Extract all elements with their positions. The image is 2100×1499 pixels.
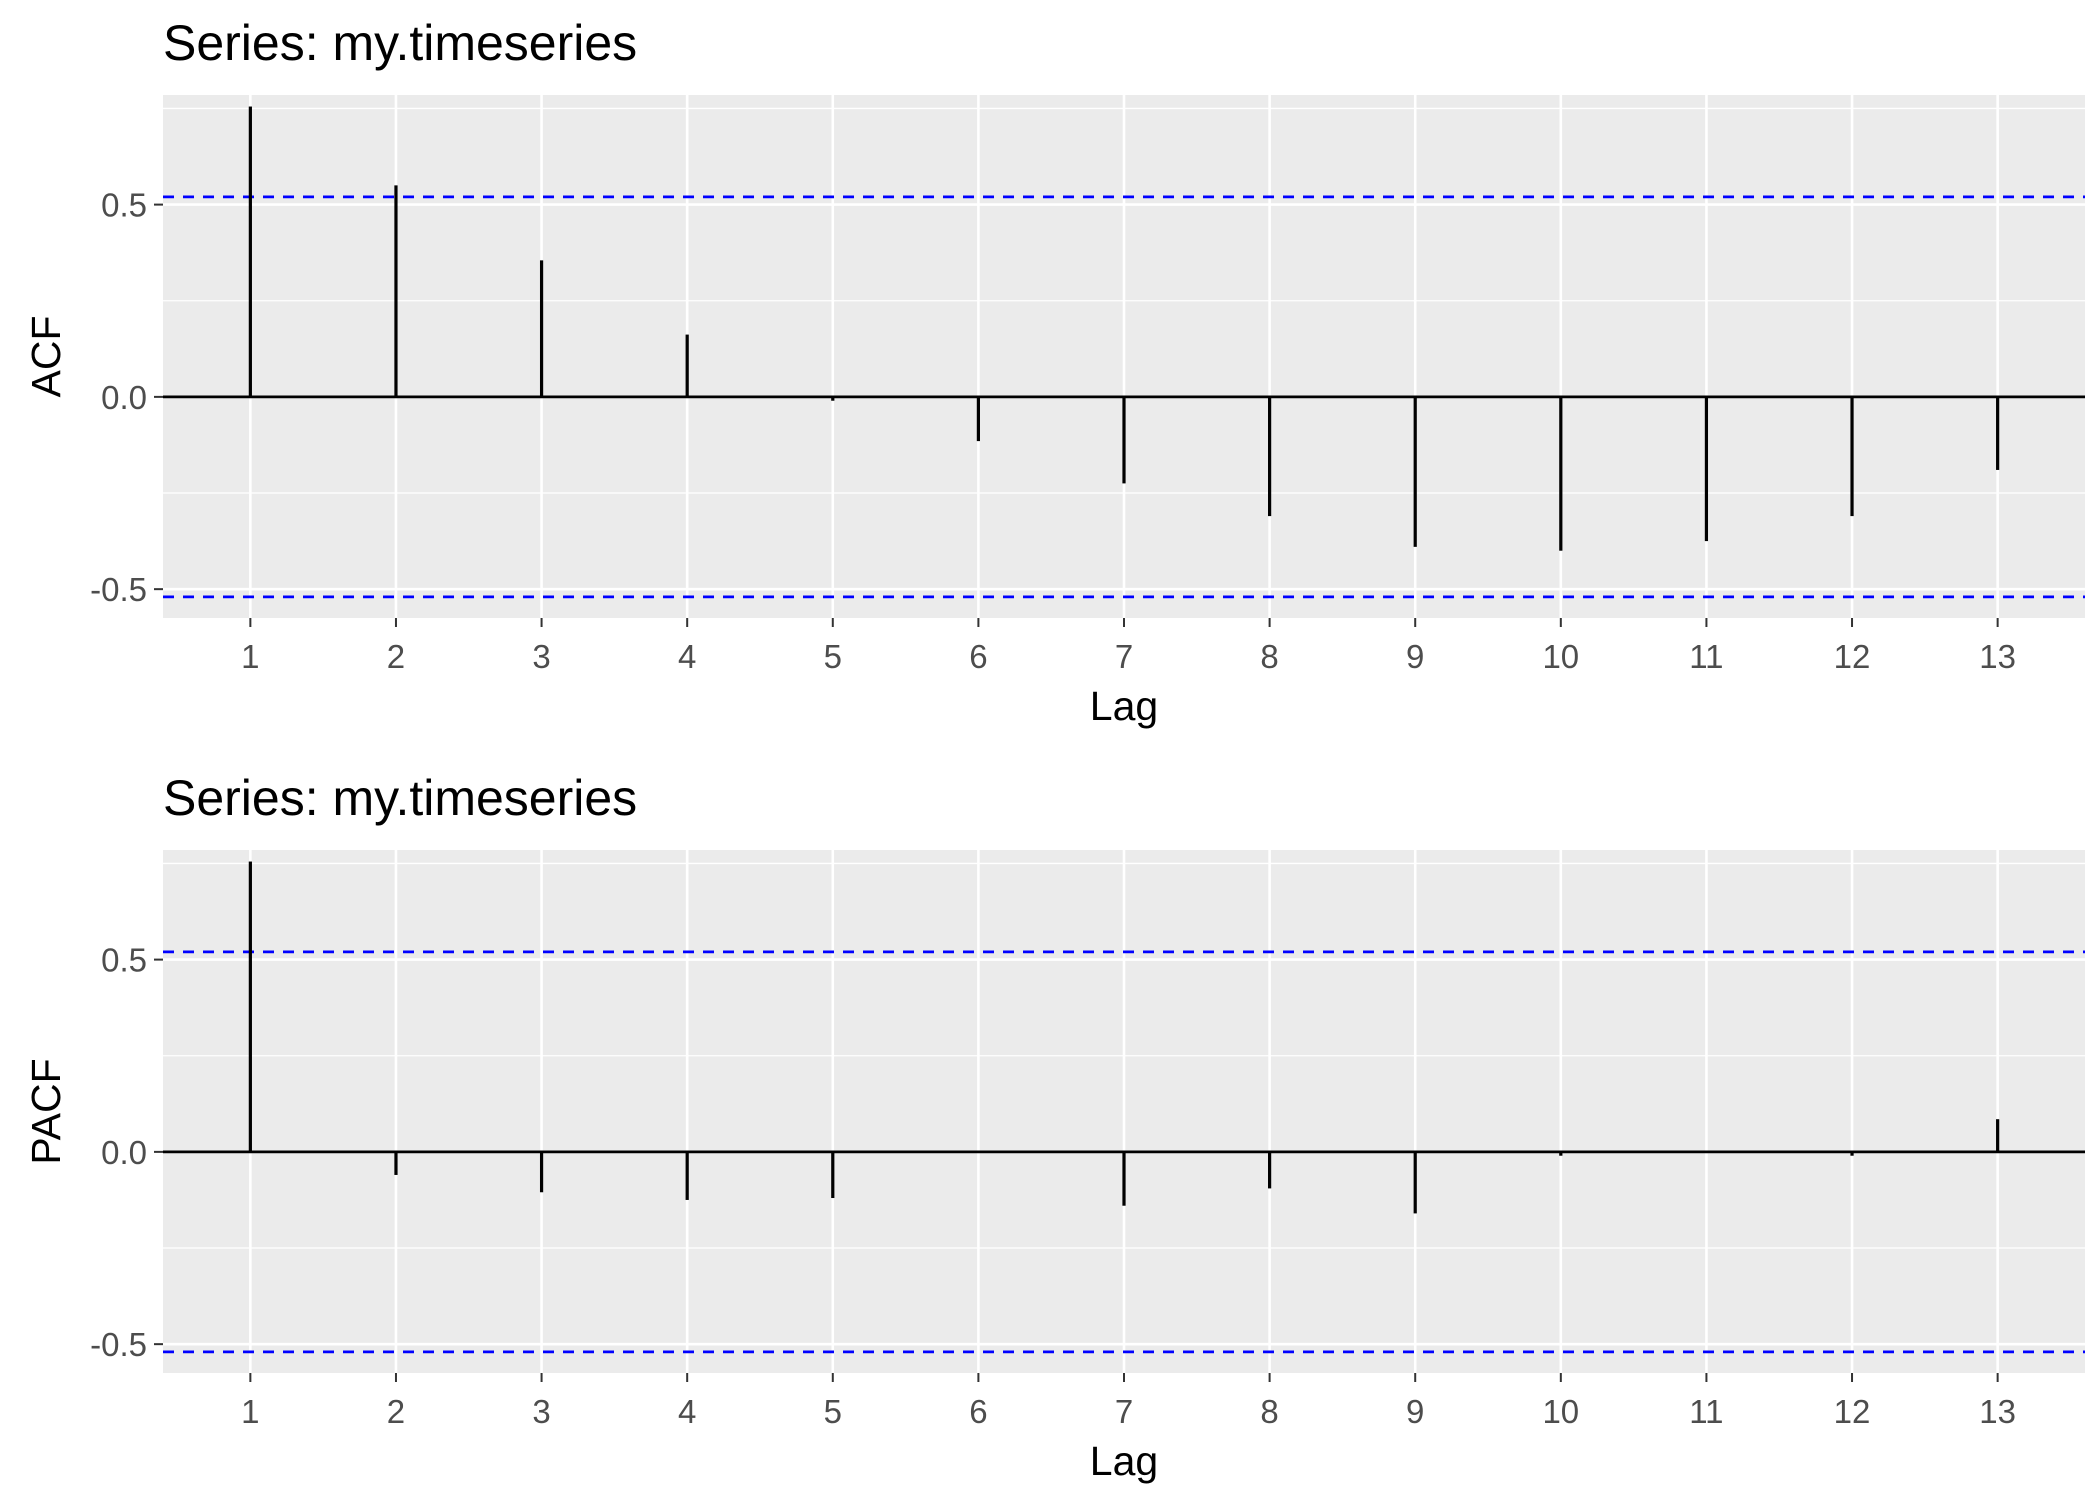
pacf-x-tick-label: 7 bbox=[1115, 1393, 1133, 1430]
acf-x-tick-label: 6 bbox=[969, 638, 987, 675]
acf-x-tick-label: 11 bbox=[1689, 638, 1723, 675]
pacf-bar-lag-1 bbox=[248, 861, 252, 1152]
pacf-x-tick-label: 10 bbox=[1542, 1393, 1579, 1430]
acf-x-tick-label: 10 bbox=[1542, 638, 1579, 675]
pacf-x-tick-label: 4 bbox=[678, 1393, 696, 1430]
acf-y-tick-label: -0.5 bbox=[90, 571, 147, 608]
acf-bar-lag-1 bbox=[248, 106, 252, 397]
pacf-x-tick-label: 5 bbox=[824, 1393, 842, 1430]
acf-bar-lag-6 bbox=[976, 396, 980, 442]
acf-bar-lag-7 bbox=[1122, 396, 1126, 484]
pacf-bar-lag-11 bbox=[1704, 1151, 1709, 1153]
pacf-chart-title: Series: my.timeseries bbox=[163, 770, 637, 826]
pacf-y-axis-title: PACF bbox=[23, 1058, 69, 1164]
pacf-x-tick-label: 9 bbox=[1406, 1393, 1424, 1430]
acf-x-axis-title: Lag bbox=[1090, 683, 1158, 729]
pacf-x-tick-label: 8 bbox=[1260, 1393, 1278, 1430]
pacf-bar-lag-13 bbox=[1996, 1119, 2000, 1152]
acf-bar-lag-12 bbox=[1850, 396, 1854, 517]
pacf-y-tick-label: 0.0 bbox=[101, 1134, 147, 1171]
pacf-x-tick-label: 6 bbox=[969, 1393, 987, 1430]
acf-y-axis-title: ACF bbox=[23, 316, 69, 398]
pacf-bar-lag-2 bbox=[394, 1151, 398, 1175]
acf-bar-lag-9 bbox=[1413, 396, 1417, 547]
pacf-y-tick-label: 0.5 bbox=[101, 942, 147, 979]
pacf-x-tick-label: 11 bbox=[1689, 1393, 1723, 1430]
acf-bar-lag-10 bbox=[1559, 396, 1563, 551]
pacf-x-tick-label: 2 bbox=[387, 1393, 405, 1430]
acf-x-tick-label: 1 bbox=[241, 638, 259, 675]
acf-y-tick-label: 0.0 bbox=[101, 379, 147, 416]
pacf-bar-lag-9 bbox=[1413, 1151, 1417, 1214]
acf-bar-lag-11 bbox=[1704, 396, 1709, 542]
acf-y-tick-label: 0.5 bbox=[101, 187, 147, 224]
pacf-x-tick-label: 1 bbox=[241, 1393, 259, 1430]
acf-chart-title: Series: my.timeseries bbox=[163, 15, 637, 71]
acf-bar-lag-4 bbox=[685, 334, 689, 397]
acf-x-tick-label: 12 bbox=[1834, 638, 1871, 675]
acf-bar-lag-5 bbox=[831, 396, 835, 401]
acf-x-tick-label: 13 bbox=[1979, 638, 2016, 675]
acf-bar-lag-3 bbox=[539, 260, 544, 397]
pacf-y-tick-label: -0.5 bbox=[90, 1326, 147, 1363]
pacf-bar-lag-12 bbox=[1850, 1151, 1854, 1156]
acf-x-tick-label: 5 bbox=[824, 638, 842, 675]
acf-x-tick-label: 9 bbox=[1406, 638, 1424, 675]
acf-bar-lag-13 bbox=[1996, 396, 2000, 470]
pacf-x-tick-label: 3 bbox=[532, 1393, 550, 1430]
acf-x-tick-label: 3 bbox=[532, 638, 550, 675]
pacf-bar-lag-5 bbox=[831, 1151, 835, 1199]
pacf-bar-lag-8 bbox=[1268, 1151, 1272, 1189]
pacf-x-axis-title: Lag bbox=[1090, 1438, 1158, 1484]
pacf-x-tick-label: 13 bbox=[1979, 1393, 2016, 1430]
acf-x-tick-label: 2 bbox=[387, 638, 405, 675]
pacf-bar-lag-3 bbox=[539, 1151, 544, 1193]
pacf-x-tick-label: 12 bbox=[1834, 1393, 1871, 1430]
acf-bar-lag-8 bbox=[1268, 396, 1272, 517]
pacf-bar-lag-6 bbox=[976, 1151, 980, 1153]
pacf-bar-lag-7 bbox=[1122, 1151, 1126, 1206]
acf-bar-lag-2 bbox=[394, 185, 398, 397]
pacf-bar-lag-4 bbox=[685, 1151, 689, 1200]
acf-x-tick-label: 7 bbox=[1115, 638, 1133, 675]
pacf-bar-lag-10 bbox=[1559, 1151, 1563, 1156]
acf-x-tick-label: 4 bbox=[678, 638, 696, 675]
acf-x-tick-label: 8 bbox=[1260, 638, 1278, 675]
